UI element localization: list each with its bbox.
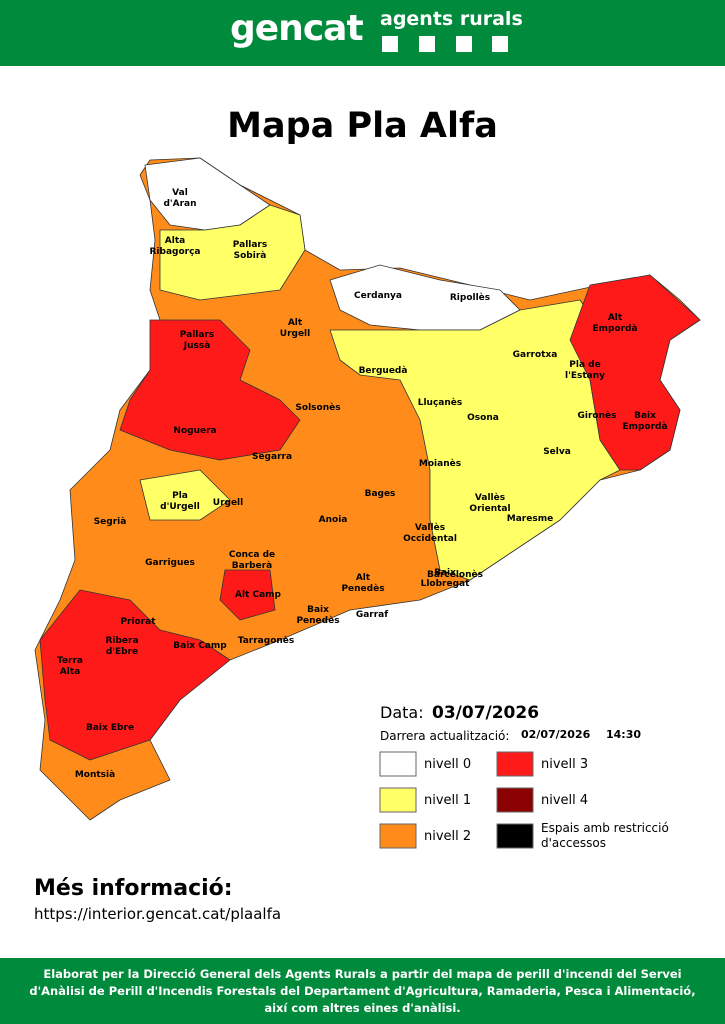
legend-label: nivell 3 [541, 757, 588, 772]
region-label: Tarragonès [238, 635, 295, 646]
region-label: Pla de [569, 360, 600, 370]
footer: Elaborat per la Direcció General dels Ag… [0, 958, 725, 1024]
region-label: Ribagorça [149, 247, 200, 257]
region-label: Terra [57, 656, 83, 666]
region-label: Sobirà [234, 251, 267, 261]
region-label: Alt [288, 318, 303, 328]
legend-label: nivell 2 [424, 829, 471, 844]
region-label: Pallars [180, 330, 214, 340]
region-label: Garraf [356, 610, 388, 620]
updated-time: 14:30 [606, 728, 641, 741]
region-label: Osona [467, 413, 499, 423]
region-label: Baix [307, 605, 329, 615]
region-label: Anoia [319, 515, 348, 525]
region-label: Baix [434, 568, 456, 578]
region-label: d'Ebre [106, 647, 138, 657]
logo-square [456, 36, 472, 52]
region-label: Alt [356, 573, 371, 583]
region-label: Garrotxa [513, 350, 558, 360]
region [39, 589, 231, 761]
region [219, 569, 276, 621]
region-label: Priorat [120, 617, 156, 627]
region-label: Noguera [173, 426, 216, 436]
region-label: d'Urgell [160, 502, 200, 512]
legend-swatch [379, 823, 417, 849]
region-label: Baix Ebre [86, 723, 134, 733]
info-url: https://interior.gencat.cat/plaalfa [34, 905, 282, 923]
region-label: Oriental [469, 504, 510, 514]
region-label: Alta [60, 667, 80, 677]
header: gencat agents rurals [0, 0, 725, 66]
region-label: Alt Camp [235, 590, 282, 600]
region-label: Berguedà [359, 366, 408, 376]
legend-label: nivell 0 [424, 757, 471, 772]
map: Vald'AranPallarsSobiràAltaRibagorçaCerda… [34, 157, 701, 850]
region [119, 319, 301, 461]
legend-label: nivell 4 [541, 793, 588, 808]
region-label: Penedès [341, 583, 384, 594]
logo-square [419, 36, 435, 52]
region-label: Empordà [622, 422, 667, 432]
region-label: Urgell [213, 498, 243, 508]
logo: gencat [230, 8, 364, 49]
region-label: Occidental [403, 534, 457, 544]
region-label: Llobregat [421, 579, 471, 589]
region-label: Alt [608, 313, 623, 323]
region-label: Conca de [229, 550, 275, 560]
logo-square [492, 36, 508, 52]
legend-label: Espais amb restricció d'accessos [541, 821, 669, 850]
region-label: Solsonès [295, 402, 340, 413]
region-label: Pallars [233, 240, 267, 250]
region-label: Urgell [280, 329, 310, 339]
region-label: Ripollès [450, 292, 490, 303]
region-label: Jussà [183, 341, 211, 351]
legend-swatch [496, 787, 534, 813]
region-label: Ribera [105, 636, 138, 646]
title: Mapa Pla Alfa [227, 106, 498, 146]
region-label: Bages [365, 489, 396, 499]
legend-swatch [496, 751, 534, 777]
region [569, 274, 701, 471]
region-label: Vallès [415, 522, 445, 533]
unit-name: agents rurals [380, 8, 523, 30]
region-label: Barcelonès [427, 569, 483, 580]
logo-square [382, 36, 398, 52]
region-label: Lluçanès [418, 397, 463, 408]
region-label: Val [172, 188, 188, 198]
region [139, 469, 231, 521]
region-label: Baix [634, 411, 656, 421]
region-label: Selva [543, 447, 571, 457]
region-label: Segarra [252, 452, 292, 462]
region-label: Alta [165, 236, 185, 246]
legend-swatch [379, 751, 417, 777]
region-label: Empordà [592, 324, 637, 334]
region-label: Cerdanya [354, 291, 402, 301]
region-label: Gironès [578, 410, 617, 421]
legend-swatch [379, 787, 417, 813]
region-label: d'Aran [163, 199, 196, 209]
region-label: Vallès [475, 492, 505, 503]
region-label: Maresme [507, 514, 553, 524]
info-heading: Més informació: [34, 876, 233, 901]
region-label: Segrià [94, 517, 127, 527]
legend-swatch [496, 823, 534, 849]
region-label: Pla [172, 491, 188, 501]
region-label: Baix Camp [173, 641, 227, 651]
updated-label: Darrera actualització: [380, 729, 509, 743]
region-label: l'Estany [565, 371, 605, 381]
region-label: Garrigues [145, 558, 195, 568]
updated-date: 02/07/2026 [521, 728, 591, 741]
region-label: Penedès [296, 615, 339, 626]
date: 03/07/2026 [432, 703, 539, 723]
region-label: Barberà [232, 561, 272, 571]
date-label: Data: [380, 703, 424, 722]
region-label: Montsià [75, 770, 115, 780]
region [159, 204, 306, 301]
region-label: Moianès [419, 458, 461, 469]
region [329, 299, 621, 581]
legend-label: nivell 1 [424, 793, 471, 808]
